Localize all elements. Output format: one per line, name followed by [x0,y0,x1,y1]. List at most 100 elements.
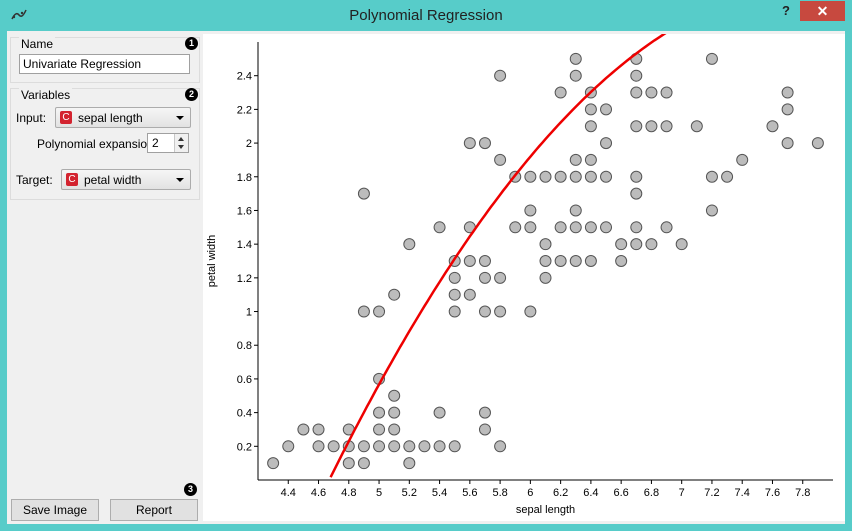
x-tick-label: 7.6 [765,487,780,499]
data-point [433,406,446,419]
window-titlebar[interactable]: Polynomial Regression ? ✕ [0,0,852,31]
data-point [600,103,613,116]
data-point [494,69,507,82]
data-point [630,221,643,234]
data-point [478,423,491,436]
data-point [373,423,386,436]
input-variable-combo[interactable]: C sepal length [55,107,191,128]
widget-client-area: Name 1 Univariate Regression Variables 2… [7,31,845,524]
data-point [705,204,718,217]
data-point [554,221,567,234]
data-point [373,440,386,453]
report-button[interactable]: Report [110,499,198,521]
data-point [297,423,310,436]
data-point [600,221,613,234]
x-tick-label: 4.8 [341,487,356,499]
data-point [524,221,537,234]
x-axis-title: sepal length [516,504,575,516]
data-point [403,440,416,453]
control-area: Name 1 Univariate Regression Variables 2… [7,31,201,521]
model-name-input[interactable]: Univariate Regression [19,54,190,74]
data-point [781,86,794,99]
data-point [554,255,567,267]
x-tick-label: 4.6 [311,487,326,499]
target-variable-combo[interactable]: C petal width [61,169,191,190]
data-point [539,238,552,251]
data-point [448,305,461,318]
variables-box: Variables 2 Input: C sepal length Polyno… [10,88,200,200]
spin-buttons[interactable] [174,134,188,152]
data-point [569,52,582,65]
data-point [584,153,597,166]
scatter-plot[interactable]: 4.4 4.6 4.8 5 5.2 5.4 5.6 5.8 6 6.2 6.4 6.6 6.8 7 7.2 7… [203,34,845,521]
data-point [660,86,673,99]
data-point [630,170,643,183]
window-title: Polynomial Regression [349,7,503,24]
save-image-button[interactable]: Save Image [11,499,99,521]
x-tick-label: 6.8 [644,487,659,499]
data-point [524,170,537,183]
data-point [645,238,658,251]
x-tick-label: 7.8 [795,487,810,499]
help-button[interactable]: ? [782,3,790,18]
polynomial-expansion-spinbox[interactable]: 2 [147,133,189,153]
data-point [388,389,401,402]
data-point [690,120,703,133]
target-variable-value: petal width [84,173,142,187]
data-point [463,288,476,301]
data-point [584,120,597,133]
data-point [388,440,401,453]
data-point [463,255,476,267]
data-point [569,204,582,217]
close-button[interactable]: ✕ [800,1,845,21]
input-variable-value: sepal length [78,111,143,125]
input-label: Input: [16,111,47,125]
data-point [675,238,688,251]
data-point [494,305,507,318]
y-tick-label: 1.8 [237,172,252,184]
data-point [448,288,461,301]
data-point [554,86,567,99]
data-point [388,423,401,436]
x-tick-label: 6 [527,487,533,499]
spin-up-icon[interactable] [178,137,184,141]
regression-curve [329,34,667,478]
data-point [615,255,628,267]
x-tick-label: 5.6 [462,487,477,499]
chevron-down-icon [176,178,184,182]
y-axis-title: petal width [206,235,218,288]
badge-1: 1 [185,37,198,50]
data-point [630,120,643,133]
badge-2: 2 [185,88,198,101]
data-point [403,238,416,251]
name-box: Name 1 Univariate Regression [10,37,200,83]
data-point [524,305,537,318]
data-point [312,423,325,436]
data-point [705,52,718,65]
data-point [478,305,491,318]
data-point [781,103,794,116]
data-point [373,406,386,419]
regression-app-icon [11,9,27,20]
x-tick-label: 6.6 [614,487,629,499]
data-point [705,170,718,183]
data-point [418,440,431,453]
data-point [478,406,491,419]
data-point [403,457,416,470]
data-point [539,170,552,183]
spin-down-icon[interactable] [178,145,184,149]
x-tick-label: 7.4 [735,487,750,499]
data-point [721,170,734,183]
data-point [448,271,461,284]
x-tick-label: 5.8 [492,487,507,499]
data-point [811,137,824,150]
x-tick-label: 5 [376,487,382,499]
data-point [600,170,613,183]
x-tick-label: 7.2 [704,487,719,499]
expansion-label: Polynomial expansion: [37,137,158,151]
data-point [539,255,552,267]
data-point [327,440,340,453]
data-point [342,457,355,470]
data-point [357,305,370,318]
plot-area[interactable]: 4.4 4.6 4.8 5 5.2 5.4 5.6 5.8 6 6.2 6.4 6.6 6.8 7 7.2 7… [203,34,845,521]
